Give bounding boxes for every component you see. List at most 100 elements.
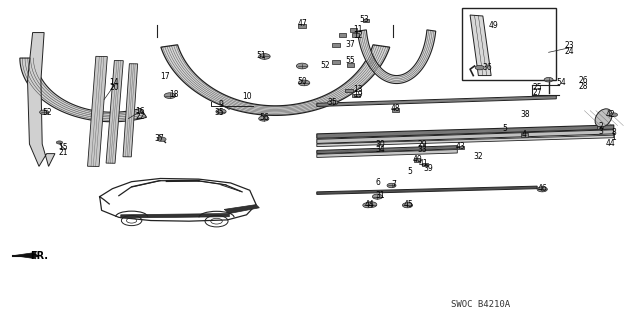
Bar <box>347 63 355 67</box>
Text: 19: 19 <box>353 90 363 99</box>
Text: 18: 18 <box>170 90 179 99</box>
Text: 2: 2 <box>598 122 604 131</box>
Text: 4: 4 <box>522 130 527 139</box>
Text: 17: 17 <box>161 72 170 81</box>
Text: 41: 41 <box>419 159 428 168</box>
Text: 50: 50 <box>297 77 307 86</box>
Circle shape <box>363 203 373 208</box>
Circle shape <box>544 77 553 82</box>
Text: 39: 39 <box>424 164 433 173</box>
Polygon shape <box>317 130 614 143</box>
Text: 13: 13 <box>353 85 363 94</box>
Circle shape <box>537 187 547 192</box>
Text: 52: 52 <box>42 108 51 117</box>
Bar <box>351 33 358 37</box>
Polygon shape <box>470 15 491 76</box>
Text: SWOC B4210A: SWOC B4210A <box>451 300 510 309</box>
Text: 37: 37 <box>346 40 356 49</box>
Text: 29: 29 <box>417 140 427 149</box>
Text: 42: 42 <box>605 110 616 119</box>
Text: 31: 31 <box>376 191 385 200</box>
Text: 47: 47 <box>297 19 307 28</box>
Polygon shape <box>317 149 458 157</box>
Bar <box>457 146 464 149</box>
Polygon shape <box>224 204 259 213</box>
Circle shape <box>56 141 63 144</box>
Text: FR.: FR. <box>30 251 48 260</box>
Polygon shape <box>121 213 229 218</box>
Text: 49: 49 <box>489 21 499 30</box>
Circle shape <box>328 100 338 105</box>
Text: 44: 44 <box>605 139 616 148</box>
Text: 3: 3 <box>598 127 604 136</box>
Polygon shape <box>88 56 108 166</box>
Text: 1: 1 <box>611 133 616 142</box>
Text: 44: 44 <box>365 200 374 209</box>
Text: 54: 54 <box>557 78 566 87</box>
Polygon shape <box>106 60 124 163</box>
Bar <box>521 133 528 137</box>
Bar <box>349 28 356 32</box>
Circle shape <box>610 113 618 117</box>
Text: 51: 51 <box>257 51 266 60</box>
Circle shape <box>164 93 175 99</box>
Bar <box>414 158 420 162</box>
Text: 34: 34 <box>376 145 385 154</box>
Text: 53: 53 <box>360 15 369 24</box>
Text: 7: 7 <box>391 180 396 189</box>
Polygon shape <box>20 58 147 122</box>
Text: 20: 20 <box>109 83 119 92</box>
Text: 25: 25 <box>532 83 542 92</box>
Text: 46: 46 <box>538 184 547 193</box>
Bar <box>363 19 369 22</box>
Text: 45: 45 <box>403 200 413 209</box>
Bar <box>339 33 346 37</box>
Circle shape <box>259 116 269 121</box>
Circle shape <box>157 137 166 141</box>
Text: 40: 40 <box>412 155 422 164</box>
Text: 8: 8 <box>611 128 616 137</box>
Ellipse shape <box>595 109 612 127</box>
Polygon shape <box>317 135 614 147</box>
Text: 32: 32 <box>474 152 483 161</box>
Text: 27: 27 <box>532 88 542 97</box>
Text: 16: 16 <box>135 107 145 116</box>
Text: 26: 26 <box>579 76 588 85</box>
Text: 52: 52 <box>320 60 330 69</box>
Text: 5: 5 <box>407 167 412 176</box>
Text: 36: 36 <box>483 63 492 72</box>
Polygon shape <box>317 186 537 195</box>
Circle shape <box>365 202 377 207</box>
Bar <box>596 126 603 129</box>
Circle shape <box>216 109 226 114</box>
Circle shape <box>403 203 413 208</box>
Circle shape <box>296 63 308 69</box>
Polygon shape <box>123 64 138 157</box>
Polygon shape <box>161 45 390 116</box>
Polygon shape <box>317 146 458 154</box>
Text: 35: 35 <box>214 108 224 117</box>
Text: 5: 5 <box>503 124 508 132</box>
Text: 11: 11 <box>353 25 363 34</box>
Polygon shape <box>13 252 36 259</box>
Bar <box>345 89 353 92</box>
Circle shape <box>372 194 383 199</box>
Bar <box>353 94 360 97</box>
Bar <box>298 24 306 28</box>
Bar <box>332 44 340 47</box>
Text: 35: 35 <box>328 98 338 107</box>
Circle shape <box>475 65 484 70</box>
Text: 10: 10 <box>242 92 252 101</box>
Text: 23: 23 <box>564 41 574 51</box>
Bar <box>332 60 340 64</box>
Polygon shape <box>358 30 436 84</box>
Text: 12: 12 <box>353 31 363 40</box>
Text: 15: 15 <box>58 143 68 152</box>
Text: 56: 56 <box>259 114 269 123</box>
Text: 37: 37 <box>154 134 164 143</box>
Text: 14: 14 <box>109 78 119 87</box>
Text: 24: 24 <box>564 46 574 56</box>
Text: 30: 30 <box>376 140 385 149</box>
Text: 43: 43 <box>456 142 465 151</box>
Polygon shape <box>28 33 55 166</box>
